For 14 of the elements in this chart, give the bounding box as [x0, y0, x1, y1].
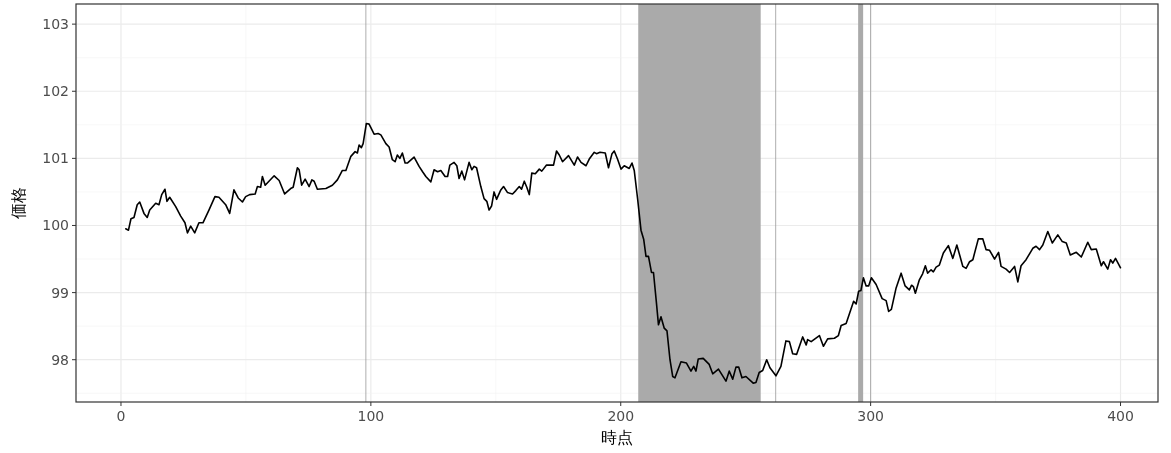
- x-tick-label: 100: [357, 408, 385, 424]
- y-tick-label: 98: [51, 351, 69, 368]
- x-tick-label: 300: [857, 408, 884, 424]
- y-tick-label: 102: [42, 83, 69, 100]
- x-tick-label: 200: [607, 408, 635, 424]
- y-tick-label: 100: [42, 217, 69, 234]
- y-tick-label: 101: [42, 150, 69, 167]
- line-series: [124, 122, 1122, 385]
- x-tick-label: 400: [1107, 408, 1134, 424]
- y-tick-label: 103: [42, 16, 69, 33]
- x-tick-label: 0: [116, 408, 126, 424]
- y-axis-title: 価格: [9, 187, 28, 219]
- x-axis-title: 時点: [601, 428, 633, 447]
- y-tick-label: 99: [51, 284, 69, 301]
